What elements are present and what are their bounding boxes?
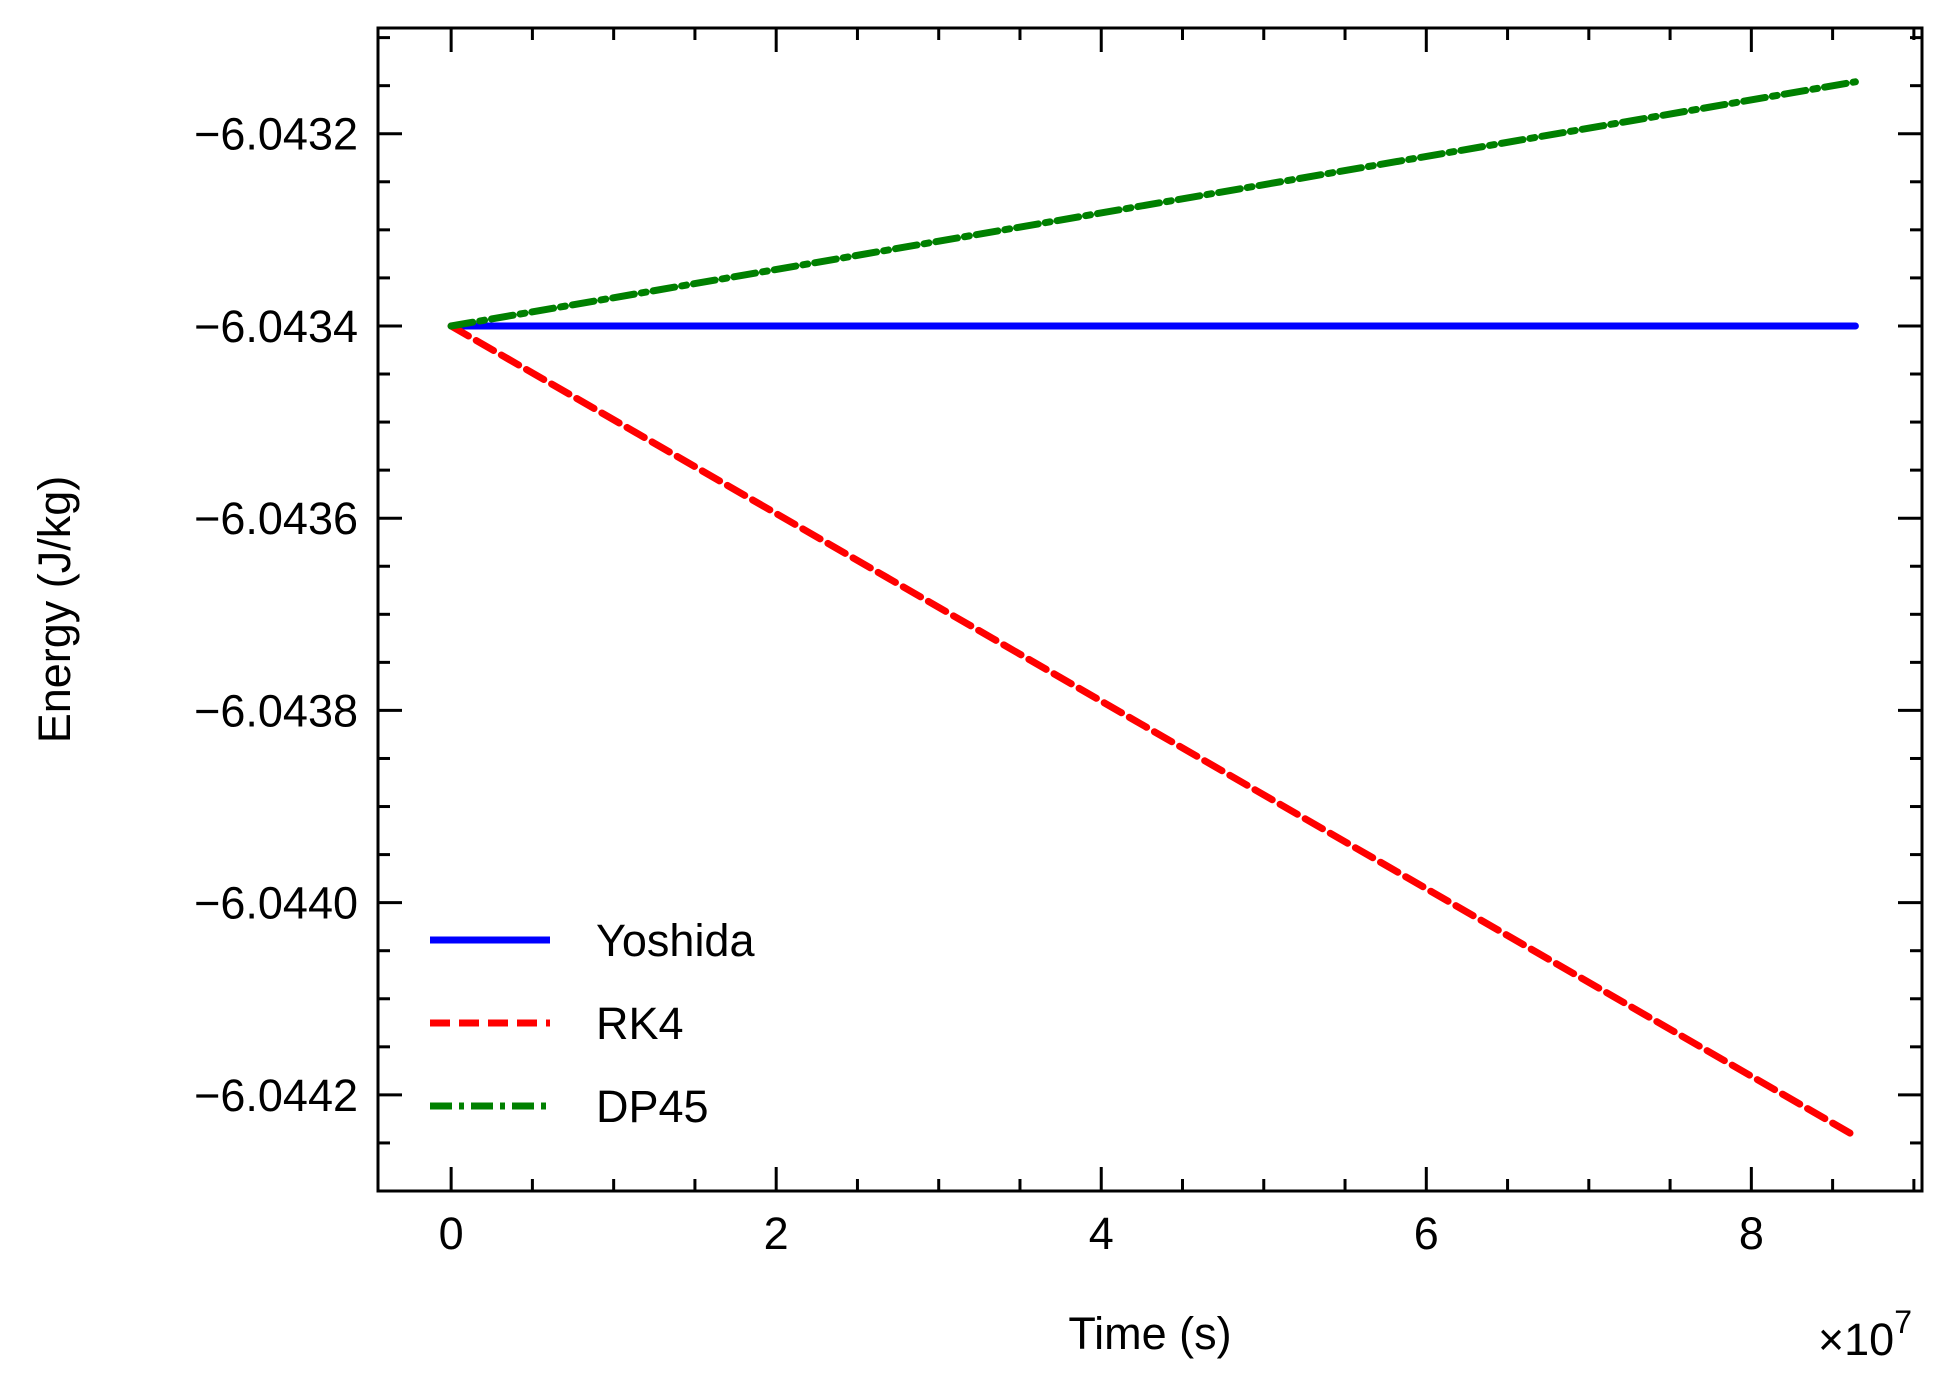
x-scale-offset-label: ×107 [1818,1304,1912,1365]
labels-layer: 0 2 4 6 8 −6.0432 −6.0434 −6.0436 −6.0438 −6.0440… [29,109,1912,1365]
legend-label-rk4: RK4 [596,998,684,1049]
x-tick-label: 2 [764,1208,789,1259]
x-tick-label: 6 [1414,1208,1439,1259]
legend: Yoshida RK4 DP45 [430,915,755,1132]
x-axis-label: Time (s) [1068,1308,1231,1359]
series-line-rk4 [447,322,1859,1140]
legend-label-dp45: DP45 [596,1081,709,1132]
series-layer [447,78,1859,1140]
x-tick-label: 8 [1739,1208,1764,1259]
y-tick-label: −6.0436 [194,493,358,544]
y-tick-label: −6.0442 [194,1070,358,1121]
x-tick-label: 0 [439,1208,464,1259]
legend-label-yoshida: Yoshida [596,915,755,966]
plot-frame [376,26,1924,1193]
y-tick-label: −6.0434 [194,301,358,352]
axes-layer [376,26,1924,1193]
y-tick-label: −6.0440 [194,878,358,929]
x-tick-label: 4 [1089,1208,1114,1259]
series-line-dp45 [447,78,1859,330]
y-tick-label: −6.0432 [194,109,358,160]
y-tick-label: −6.0438 [194,685,358,736]
y-axis-label: Energy (J/kg) [29,476,80,744]
